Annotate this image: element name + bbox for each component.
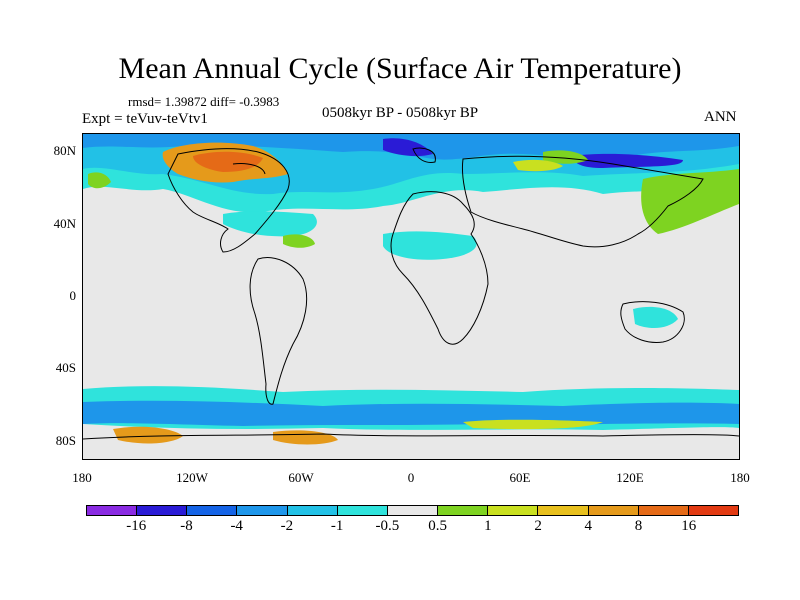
colorbar-label: 4	[584, 518, 593, 534]
period-label: 0508kyr BP - 0508kyr BP	[322, 105, 479, 121]
world-map	[82, 133, 740, 460]
colorbar-swatch	[287, 506, 338, 515]
lon-label-60w: 60W	[288, 470, 314, 485]
lon-label-120w: 120W	[176, 470, 208, 485]
colorbar-label: 8	[634, 518, 643, 534]
east-asia-anomaly	[641, 169, 739, 234]
colorbar-label: 0.5	[428, 518, 447, 534]
colorbar-label: -2	[280, 518, 294, 534]
lat-label-40s: 40S	[55, 360, 76, 375]
colorbar-label: -16	[126, 518, 147, 534]
colorbar-swatch	[488, 506, 539, 515]
lat-label-80n: 80N	[53, 143, 76, 158]
lat-label-0: 0	[69, 288, 77, 303]
map-canvas	[83, 134, 739, 459]
colorbar-label: -8	[180, 518, 193, 534]
sahara-anomaly	[383, 231, 477, 260]
colorbar-swatch	[387, 506, 439, 515]
coastlines	[83, 147, 739, 440]
lon-label-0: 0	[407, 470, 415, 485]
colorbar-swatch	[337, 506, 388, 515]
antarctic-warm-anomaly	[113, 426, 338, 445]
lat-label-80s: 80S	[55, 433, 76, 448]
colorbar-swatch	[438, 506, 489, 515]
arctic-anomaly-4	[383, 138, 683, 168]
lon-label-180w: 180	[72, 470, 92, 485]
colorbar-swatch	[638, 506, 689, 515]
australia-anomaly	[633, 306, 678, 329]
lat-label-40n: 40N	[53, 216, 76, 231]
lon-label-180e: 180	[730, 470, 750, 485]
colorbar-label: 2	[534, 518, 542, 534]
colorbar-label: 1	[484, 518, 492, 534]
colorbar-swatch	[87, 506, 138, 515]
colorbar-label: -1	[330, 518, 344, 534]
experiment-label: Expt = teVuv-teVtv1	[82, 111, 208, 127]
colorbar	[86, 505, 739, 516]
colorbar-label: 16	[681, 518, 697, 534]
atlantic-warm-anomaly	[283, 234, 315, 248]
colorbar-swatch	[538, 506, 589, 515]
colorbar-swatch	[237, 506, 288, 515]
antarctic-anomaly	[83, 424, 739, 459]
southern-ocean-anomaly-2	[83, 400, 739, 426]
antarctic-warm-anomaly-2	[463, 419, 603, 430]
colorbar-label: -0.5	[375, 518, 400, 534]
colorbar-swatch	[137, 506, 188, 515]
lon-label-60e: 60E	[509, 470, 531, 485]
north-america-anomaly	[223, 211, 317, 237]
arctic-warm-anomaly-4	[513, 159, 563, 172]
colorbar-swatch	[588, 506, 639, 515]
season-label: ANN	[704, 109, 737, 125]
rmsd-diff-stats: rmsd= 1.39872 diff= -0.3983	[128, 94, 280, 109]
colorbar-label: -4	[230, 518, 243, 534]
colorbar-swatch	[688, 506, 739, 515]
lon-label-120e: 120E	[616, 470, 644, 485]
arctic-warm-anomaly-2	[193, 151, 263, 172]
colorbar-swatch	[187, 506, 238, 515]
map-title: Mean Annual Cycle (Surface Air Temperatu…	[118, 52, 682, 85]
